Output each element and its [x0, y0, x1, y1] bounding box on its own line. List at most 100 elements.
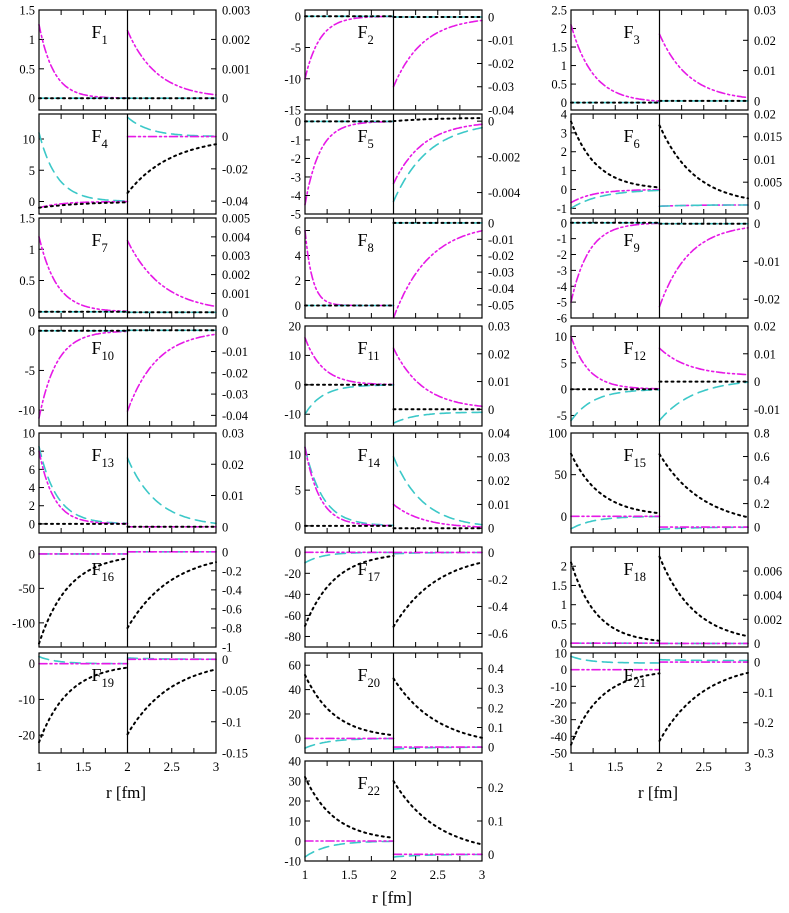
series-dotted-line — [126, 561, 217, 629]
panel-F6: 4 3 2 1 0 -1 0.02 0.015 0.01 0.005 0 F6 — [557, 108, 783, 216]
y-tick-label: -1 — [557, 232, 567, 246]
panel-label: F7 — [92, 230, 108, 255]
y-tick-label: 0.006 — [754, 565, 782, 579]
y-tick-label: 0 — [222, 520, 228, 534]
x-tick-label: 1 — [302, 867, 309, 882]
series-dashed-line — [658, 658, 749, 662]
series-dashdotdot-line — [658, 227, 749, 308]
series-dashdotdot-line — [570, 188, 661, 204]
y-tick-label: -0.01 — [488, 233, 514, 247]
panel-label: F2 — [358, 22, 374, 47]
y-tick-label: 30 — [289, 775, 302, 789]
y-tick-label: -1 — [557, 202, 567, 216]
y-tick-label: 0.5 — [19, 62, 35, 76]
y-tick-label: 0 — [222, 545, 228, 559]
series-dashed-line — [38, 132, 129, 202]
y-tick-label: 10 — [289, 349, 302, 363]
y-tick-label: 0 — [29, 92, 35, 106]
y-tick-label: -0.04 — [222, 409, 249, 423]
y-tick-label: -10 — [18, 404, 35, 418]
y-tick-label: 0 — [754, 198, 760, 212]
y-tick-label: 0 — [29, 517, 35, 531]
y-tick-label: -15 — [284, 104, 301, 118]
x-tick-label: 2.5 — [430, 867, 446, 882]
y-tick-label: -6 — [557, 312, 567, 326]
y-tick-label: 0 — [222, 130, 228, 144]
y-tick-label: 0 — [488, 848, 494, 862]
series-dashdotdot-line — [38, 23, 129, 99]
y-tick-label: 0 — [295, 299, 301, 313]
y-tick-label: 0.5 — [551, 617, 567, 631]
y-tick-label: 0.5 — [19, 274, 35, 288]
y-tick-label: 0.03 — [488, 450, 510, 464]
y-tick-label: 0.003 — [222, 4, 250, 18]
y-tick-label: -0.03 — [488, 80, 514, 94]
x-tick-label: 3 — [479, 867, 486, 882]
panel-label: F1 — [92, 22, 108, 47]
panel-F7: 1.5 1 0.5 0 0.005 0.004 0.003 0.002 0.001 0 F7 — [19, 212, 251, 320]
y-tick-label: 40 — [289, 683, 302, 697]
x-tick-label: 2 — [656, 759, 663, 774]
y-tick-label: -0.04 — [488, 104, 515, 118]
x-tick-label: 2.5 — [696, 759, 712, 774]
y-tick-label: -0.2 — [488, 573, 508, 587]
y-tick-label: 0 — [754, 656, 760, 670]
panel-label-subscript: 6 — [634, 137, 640, 151]
panel-label-subscript: 16 — [102, 570, 115, 584]
y-tick-label: 1 — [29, 33, 35, 47]
y-tick-label: -50 — [18, 582, 35, 596]
panel-F20: 60 40 20 0 0.4 0.3 0.2 0.1 0 F20 — [289, 652, 504, 755]
series-dotted-line — [126, 143, 217, 194]
y-tick-label: -0.02 — [754, 293, 780, 307]
y-tick-label: -0.002 — [488, 150, 520, 164]
y-tick-label: 0 — [488, 115, 494, 129]
y-tick-label: 0.003 — [222, 249, 250, 263]
panel-label: F9 — [624, 230, 640, 255]
y-tick-label: 20 — [289, 795, 302, 809]
panel-F10: 0 -5 -10 0 -0.01 -0.02 -0.03 -0.04 F10 — [18, 324, 249, 427]
series-dashdotdot-line — [304, 446, 395, 527]
y-tick-label: 2 — [561, 145, 567, 159]
y-tick-label: 2.5 — [551, 4, 567, 18]
x-axis-label-col2: r [fm] — [372, 888, 412, 907]
series-dotted-line — [126, 668, 217, 736]
series-dashed-line — [570, 388, 661, 422]
y-tick-label: -20 — [550, 697, 567, 711]
y-tick-label: 1 — [29, 243, 35, 257]
y-tick-label: 0 — [754, 217, 760, 231]
panel-label-subscript: 19 — [102, 676, 115, 690]
y-tick-label: 0.002 — [754, 613, 782, 627]
series-dashdotdot-line — [304, 120, 395, 206]
y-tick-label: 100 — [548, 427, 567, 441]
series-dotted-line — [570, 120, 661, 189]
series-dashdotdot-line — [392, 229, 483, 319]
series-dashdotdot-line — [38, 450, 129, 525]
y-tick-label: -5 — [557, 296, 567, 310]
y-tick-label: 10 — [289, 448, 302, 462]
y-tick-label: 6 — [29, 463, 35, 477]
panel-F18: 2 1.5 1 0.5 0 0.006 0.004 0.002 0 F18 — [551, 546, 783, 651]
y-tick-label: -50 — [550, 747, 567, 761]
panel-label-subscript: 22 — [368, 784, 381, 798]
panel-F15: 100 50 0 0.8 0.6 0.4 0.2 0 F15 — [548, 427, 770, 535]
y-tick-label: 0 — [29, 547, 35, 561]
y-tick-label: 0 — [295, 732, 301, 746]
y-tick-label: -0.3 — [754, 747, 774, 761]
y-tick-label: 0.1 — [488, 721, 504, 735]
y-tick-label: 0 — [488, 546, 494, 560]
y-tick-label: 0.6 — [754, 450, 770, 464]
series-dotted-line — [38, 666, 129, 744]
y-tick-label: 10 — [23, 427, 36, 441]
panel-label: F3 — [624, 22, 640, 47]
x-tick-label: 1.5 — [75, 759, 91, 774]
y-tick-label: -0.01 — [754, 403, 780, 417]
y-tick-label: -10 — [18, 693, 35, 707]
y-tick-label: -0.1 — [754, 686, 774, 700]
y-tick-label: -4 — [291, 189, 302, 203]
y-tick-label: -10 — [284, 855, 301, 869]
y-tick-label: -30 — [550, 713, 567, 727]
y-tick-label: -0.02 — [222, 366, 248, 380]
y-tick-label: 0.2 — [488, 781, 504, 795]
y-tick-label: 0.01 — [754, 64, 776, 78]
series-dashed-line — [38, 445, 129, 525]
